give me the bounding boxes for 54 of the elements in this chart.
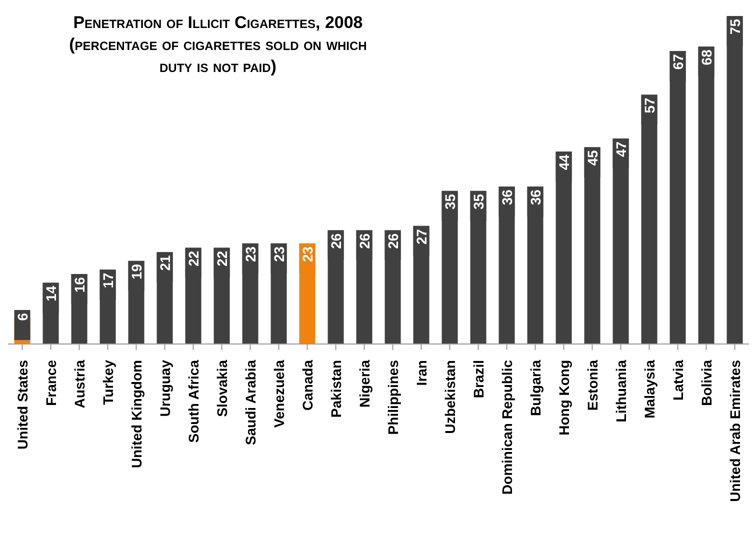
x-tick-label: United States <box>14 360 30 450</box>
data-label: 16 <box>71 276 88 293</box>
x-tick-label: Malaysia <box>641 360 658 418</box>
data-label: 23 <box>242 246 258 262</box>
x-tick-label: Estonia <box>584 360 600 411</box>
x-tick-label: Venezuela <box>270 360 287 428</box>
x-tick-label: France <box>42 360 59 406</box>
data-label: 36 <box>527 189 544 206</box>
data-label: 23 <box>299 246 316 262</box>
data-label: 67 <box>670 54 686 70</box>
data-label: 17 <box>100 272 116 288</box>
x-tick-label: Canada <box>299 360 316 411</box>
data-label: 21 <box>156 254 173 271</box>
x-tick-label: Uzbekistan <box>442 360 458 434</box>
data-label: 35 <box>442 194 458 210</box>
x-tick-label: Turkey <box>100 360 116 405</box>
x-tick-label: Philippines <box>384 360 401 435</box>
x-tick-label: Dominican Republic <box>498 360 515 495</box>
x-tick-label: United Kingdom <box>128 360 144 468</box>
x-tick-label: Pakistan <box>328 360 344 418</box>
x-tick-label: Austria <box>71 360 88 408</box>
data-label: 35 <box>470 194 486 210</box>
x-tick-label: Slovakia <box>214 360 230 417</box>
data-label: 47 <box>612 141 629 158</box>
data-label: 75 <box>726 18 743 35</box>
chart-title: Penetration of Illicit Cigarettes, 2008 <box>72 12 364 34</box>
x-tick-label: Hong Kong <box>556 360 572 436</box>
data-label: 22 <box>185 250 202 266</box>
x-tick-label: Nigeria <box>356 360 372 408</box>
data-label: 44 <box>556 154 572 170</box>
data-label: 57 <box>641 98 658 114</box>
data-label: 19 <box>128 264 144 280</box>
data-label: 26 <box>356 233 372 249</box>
data-label: 68 <box>698 49 714 66</box>
x-tick-label: Uruguay <box>156 360 173 417</box>
x-tick-label: Bulgaria <box>527 360 544 416</box>
data-label: 36 <box>498 189 515 206</box>
data-label: 45 <box>584 150 600 166</box>
x-tick-label: United Arab Emirates <box>726 360 743 502</box>
x-tick-label: Iran <box>413 360 430 386</box>
text: (percentage of cigarettes sold on which duty is not paid) <box>68 34 368 78</box>
data-label: 27 <box>413 228 430 244</box>
data-label: 23 <box>270 246 287 262</box>
x-tick-label: Brazil <box>470 360 486 398</box>
x-tick-label: Lithuania <box>612 360 629 422</box>
data-label: 26 <box>384 233 401 249</box>
data-label: 22 <box>214 250 230 266</box>
x-tick-label: Bolivia <box>698 360 714 406</box>
x-tick-label: Saudi Arabia <box>242 360 258 446</box>
x-tick-label: Latvia <box>670 360 686 400</box>
data-label: 6 <box>14 312 30 321</box>
x-tick-label: South Africa <box>185 360 202 443</box>
data-label: 26 <box>328 233 344 249</box>
data-label: 14 <box>42 286 59 302</box>
